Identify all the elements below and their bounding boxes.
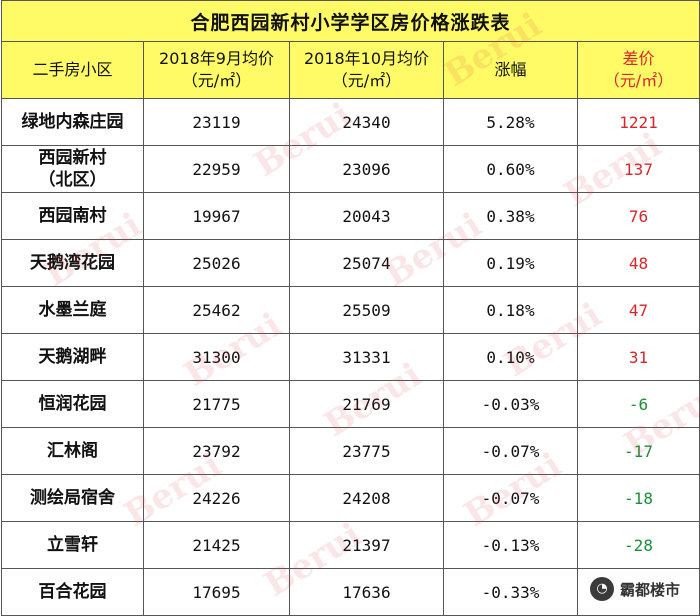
cell-name-line1: 西园南村 — [38, 206, 107, 226]
cell-oct-price: 24340 — [289, 98, 444, 146]
table-row: 西园南村 19967 20043 0.38% 76 — [1, 192, 700, 240]
cell-sep-price: 22959 — [143, 145, 290, 193]
cell-change: 0.60% — [443, 145, 578, 193]
cell-oct-price: 31331 — [289, 333, 444, 381]
cell-change: 5.28% — [443, 98, 578, 146]
cell-diff: 1221 — [577, 98, 700, 146]
cell-diff: 47 — [577, 286, 700, 334]
publisher-name: 霸都楼市 — [619, 580, 680, 599]
cell-name: 西园南村 — [1, 192, 144, 240]
cell-name-line1: 汇林阁 — [47, 441, 98, 461]
cell-name: 恒润花园 — [1, 380, 144, 428]
cell-name-line1: 百合花园 — [38, 582, 107, 602]
header-name: 二手房小区 — [1, 41, 144, 99]
cell-name: 立雪轩 — [1, 521, 144, 569]
cell-name-line1: 天鹅湾花园 — [30, 253, 115, 273]
publisher-logo: ◔ 霸都楼市 — [589, 576, 680, 602]
cell-oct-price: 20043 — [289, 192, 444, 240]
cell-sep-price: 31300 — [143, 333, 290, 381]
table-row: 测绘局宿舍 24226 24208 -0.07% -18 — [1, 474, 700, 522]
cell-oct-price: 17636 — [289, 568, 444, 616]
table-row: 绿地内森庄园 23119 24340 5.28% 1221 — [1, 98, 700, 146]
cell-oct-price: 23096 — [289, 145, 444, 193]
cell-oct-price: 24208 — [289, 474, 444, 522]
cell-name: 汇林阁 — [1, 427, 144, 475]
cell-oct-price: 25509 — [289, 286, 444, 334]
table-row: 立雪轩 21425 21397 -0.13% -28 — [1, 521, 700, 569]
cell-diff: 137 — [577, 145, 700, 193]
cell-name: 测绘局宿舍 — [1, 474, 144, 522]
cell-sep-price: 21775 — [143, 380, 290, 428]
cell-sep-price: 24226 — [143, 474, 290, 522]
table-row: 汇林阁 23792 23775 -0.07% -17 — [1, 427, 700, 475]
table-row: 西园新村 （北区） 22959 23096 0.60% 137 — [1, 145, 700, 193]
header-sep-unit: （元/㎡） — [181, 71, 252, 90]
header-sep-label: 2018年9月均价 — [159, 49, 274, 68]
cell-sep-price: 25462 — [143, 286, 290, 334]
cell-oct-price: 23775 — [289, 427, 444, 475]
cell-name-line1: 天鹅湖畔 — [38, 347, 107, 367]
cell-diff: -28 — [577, 521, 700, 569]
cell-change: 0.10% — [443, 333, 578, 381]
cell-name: 水墨兰庭 — [1, 286, 144, 334]
table-row: 恒润花园 21775 21769 -0.03% -6 — [1, 380, 700, 428]
table-row: 水墨兰庭 25462 25509 0.18% 47 — [1, 286, 700, 334]
cell-name-line1: 水墨兰庭 — [38, 300, 107, 320]
cell-sep-price: 23119 — [143, 98, 290, 146]
cell-diff: -18 — [577, 474, 700, 522]
cell-diff: 31 — [577, 333, 700, 381]
table-body: 绿地内森庄园 23119 24340 5.28% 1221 西园新村 （北区） 22959 23… — [1, 98, 700, 616]
cell-sep-price: 17695 — [143, 568, 290, 616]
chat-bubble-icon: ◔ — [589, 577, 614, 601]
cell-change: 0.38% — [443, 192, 578, 240]
cell-name-line1: 立雪轩 — [47, 535, 98, 555]
cell-change: 0.18% — [443, 286, 578, 334]
header-diff-unit: （元/㎡） — [603, 71, 674, 90]
cell-change: 0.19% — [443, 239, 578, 287]
header-oct-label: 2018年10月均价 — [303, 49, 430, 68]
header-diff: 差价 （元/㎡） — [577, 41, 700, 99]
table-row: 天鹅湖畔 31300 31331 0.10% 31 — [1, 333, 700, 381]
table-row: 天鹅湾花园 25026 25074 0.19% 48 — [1, 239, 700, 287]
cell-change: -0.33% — [443, 568, 578, 616]
cell-sep-price: 23792 — [143, 427, 290, 475]
cell-name: 天鹅湾花园 — [1, 239, 144, 287]
cell-change: -0.07% — [443, 474, 578, 522]
cell-diff: -17 — [577, 427, 700, 475]
cell-diff: 48 — [577, 239, 700, 287]
cell-change: -0.07% — [443, 427, 578, 475]
cell-change: -0.13% — [443, 521, 578, 569]
cell-diff — [577, 568, 700, 616]
cell-name: 天鹅湖畔 — [1, 333, 144, 381]
cell-sep-price: 21425 — [143, 521, 290, 569]
cell-name: 西园新村 （北区） — [1, 145, 144, 193]
table-title: 合肥西园新村小学学区房价格涨跌表 — [1, 0, 700, 42]
cell-name: 百合花园 — [1, 568, 144, 616]
cell-name-line1: 恒润花园 — [38, 394, 107, 414]
header-diff-label: 差价 — [622, 49, 655, 68]
cell-name: 绿地内森庄园 — [1, 98, 144, 146]
header-change: 涨幅 — [443, 41, 578, 99]
cell-change: -0.03% — [443, 380, 578, 428]
cell-diff: 76 — [577, 192, 700, 240]
table-row: 百合花园 17695 17636 -0.33% — [1, 568, 700, 616]
cell-name-line1: 测绘局宿舍 — [30, 488, 115, 508]
cell-name-line1: 西园新村 — [38, 148, 107, 168]
cell-oct-price: 21769 — [289, 380, 444, 428]
cell-diff: -6 — [577, 380, 700, 428]
header-oct-unit: （元/㎡） — [331, 71, 402, 90]
cell-sep-price: 25026 — [143, 239, 290, 287]
cell-name-line2: （北区） — [38, 170, 107, 190]
cell-oct-price: 21397 — [289, 521, 444, 569]
header-sep: 2018年9月均价 （元/㎡） — [143, 41, 290, 99]
cell-oct-price: 25074 — [289, 239, 444, 287]
cell-name-line1: 绿地内森庄园 — [21, 112, 124, 132]
header-oct: 2018年10月均价 （元/㎡） — [289, 41, 444, 99]
cell-sep-price: 19967 — [143, 192, 290, 240]
